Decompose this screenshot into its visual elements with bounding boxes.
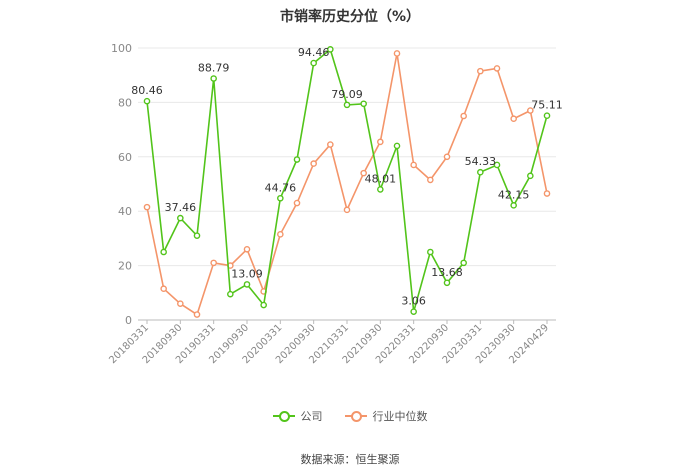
data-point <box>143 203 151 211</box>
data-point <box>493 161 501 169</box>
data-point <box>327 141 334 148</box>
data-label: 79.09 <box>331 88 363 101</box>
data-label: 37.46 <box>165 201 197 214</box>
data-point <box>210 75 217 82</box>
legend-swatch-company <box>272 411 295 422</box>
data-point <box>293 156 301 163</box>
chart-plot: 0204060801002018033120180930201903312019… <box>107 42 563 366</box>
data-point <box>410 161 417 169</box>
data-point <box>460 259 467 267</box>
data-point <box>427 176 434 184</box>
data-point <box>477 67 484 75</box>
data-point <box>510 115 517 123</box>
data-point <box>293 199 301 207</box>
data-point <box>327 46 334 53</box>
data-point <box>343 101 351 109</box>
data-labels: 80.46 37.46 88.79 13.09 44.76 94.46 79.09 48.01… <box>131 46 563 308</box>
y-tick-label: 0 <box>125 314 132 327</box>
data-label: 3.06 <box>401 295 426 308</box>
data-label: 54.33 <box>465 155 497 168</box>
series-lines <box>143 46 551 318</box>
data-point <box>543 112 551 120</box>
data-label: 88.79 <box>198 61 230 74</box>
data-point <box>393 142 401 150</box>
data-point <box>527 172 534 180</box>
data-point <box>543 190 551 197</box>
legend-item-company[interactable]: 公司 <box>272 408 323 424</box>
data-label: 13.09 <box>231 267 263 280</box>
legend-item-industry[interactable]: 行业中位数 <box>344 408 428 424</box>
y-tick-label: 60 <box>118 151 132 164</box>
data-point <box>277 231 284 238</box>
data-point <box>343 206 351 214</box>
chart-title: 市销率历史分位（%） <box>279 9 421 25</box>
data-label: 13.68 <box>431 266 463 279</box>
data-label: 48.01 <box>365 172 397 185</box>
data-point <box>260 301 267 309</box>
data-point <box>493 65 501 72</box>
data-label: 80.46 <box>131 84 163 97</box>
data-point <box>443 279 451 287</box>
legend-label-company: 公司 <box>300 410 323 423</box>
data-point <box>460 112 467 120</box>
data-point <box>243 245 251 253</box>
data-point <box>377 138 384 146</box>
legend-label-industry: 行业中位数 <box>372 410 428 423</box>
data-point <box>193 232 201 239</box>
data-point <box>160 285 167 293</box>
data-point <box>393 50 401 57</box>
data-point <box>527 107 534 114</box>
data-point <box>160 248 167 256</box>
y-tick-label: 20 <box>118 260 132 273</box>
data-point <box>477 168 484 176</box>
data-point <box>377 186 384 193</box>
data-point <box>360 169 367 177</box>
data-point <box>510 202 517 209</box>
y-tick-label: 100 <box>111 42 132 55</box>
data-point <box>177 214 184 222</box>
data-point <box>243 281 251 288</box>
legend: 公司 行业中位数 <box>0 408 700 424</box>
data-point <box>443 153 451 161</box>
data-point <box>177 300 184 307</box>
data-point <box>427 248 434 256</box>
data-label: 75.11 <box>531 99 563 112</box>
data-label: 44.76 <box>265 181 297 194</box>
legend-swatch-industry <box>344 411 367 422</box>
source-note: 数据来源：恒生聚源 <box>300 453 400 466</box>
data-point <box>210 259 217 267</box>
data-point <box>277 194 284 202</box>
y-tick-label: 40 <box>118 205 132 218</box>
data-point <box>227 290 234 298</box>
data-point <box>193 311 201 318</box>
data-point <box>410 308 417 315</box>
data-point <box>143 97 151 105</box>
data-point <box>360 100 367 108</box>
data-label: 94.46 <box>298 46 330 59</box>
data-point <box>310 160 317 167</box>
y-tick-label: 80 <box>118 96 132 109</box>
data-label: 42.15 <box>498 188 530 201</box>
data-point <box>310 59 317 67</box>
